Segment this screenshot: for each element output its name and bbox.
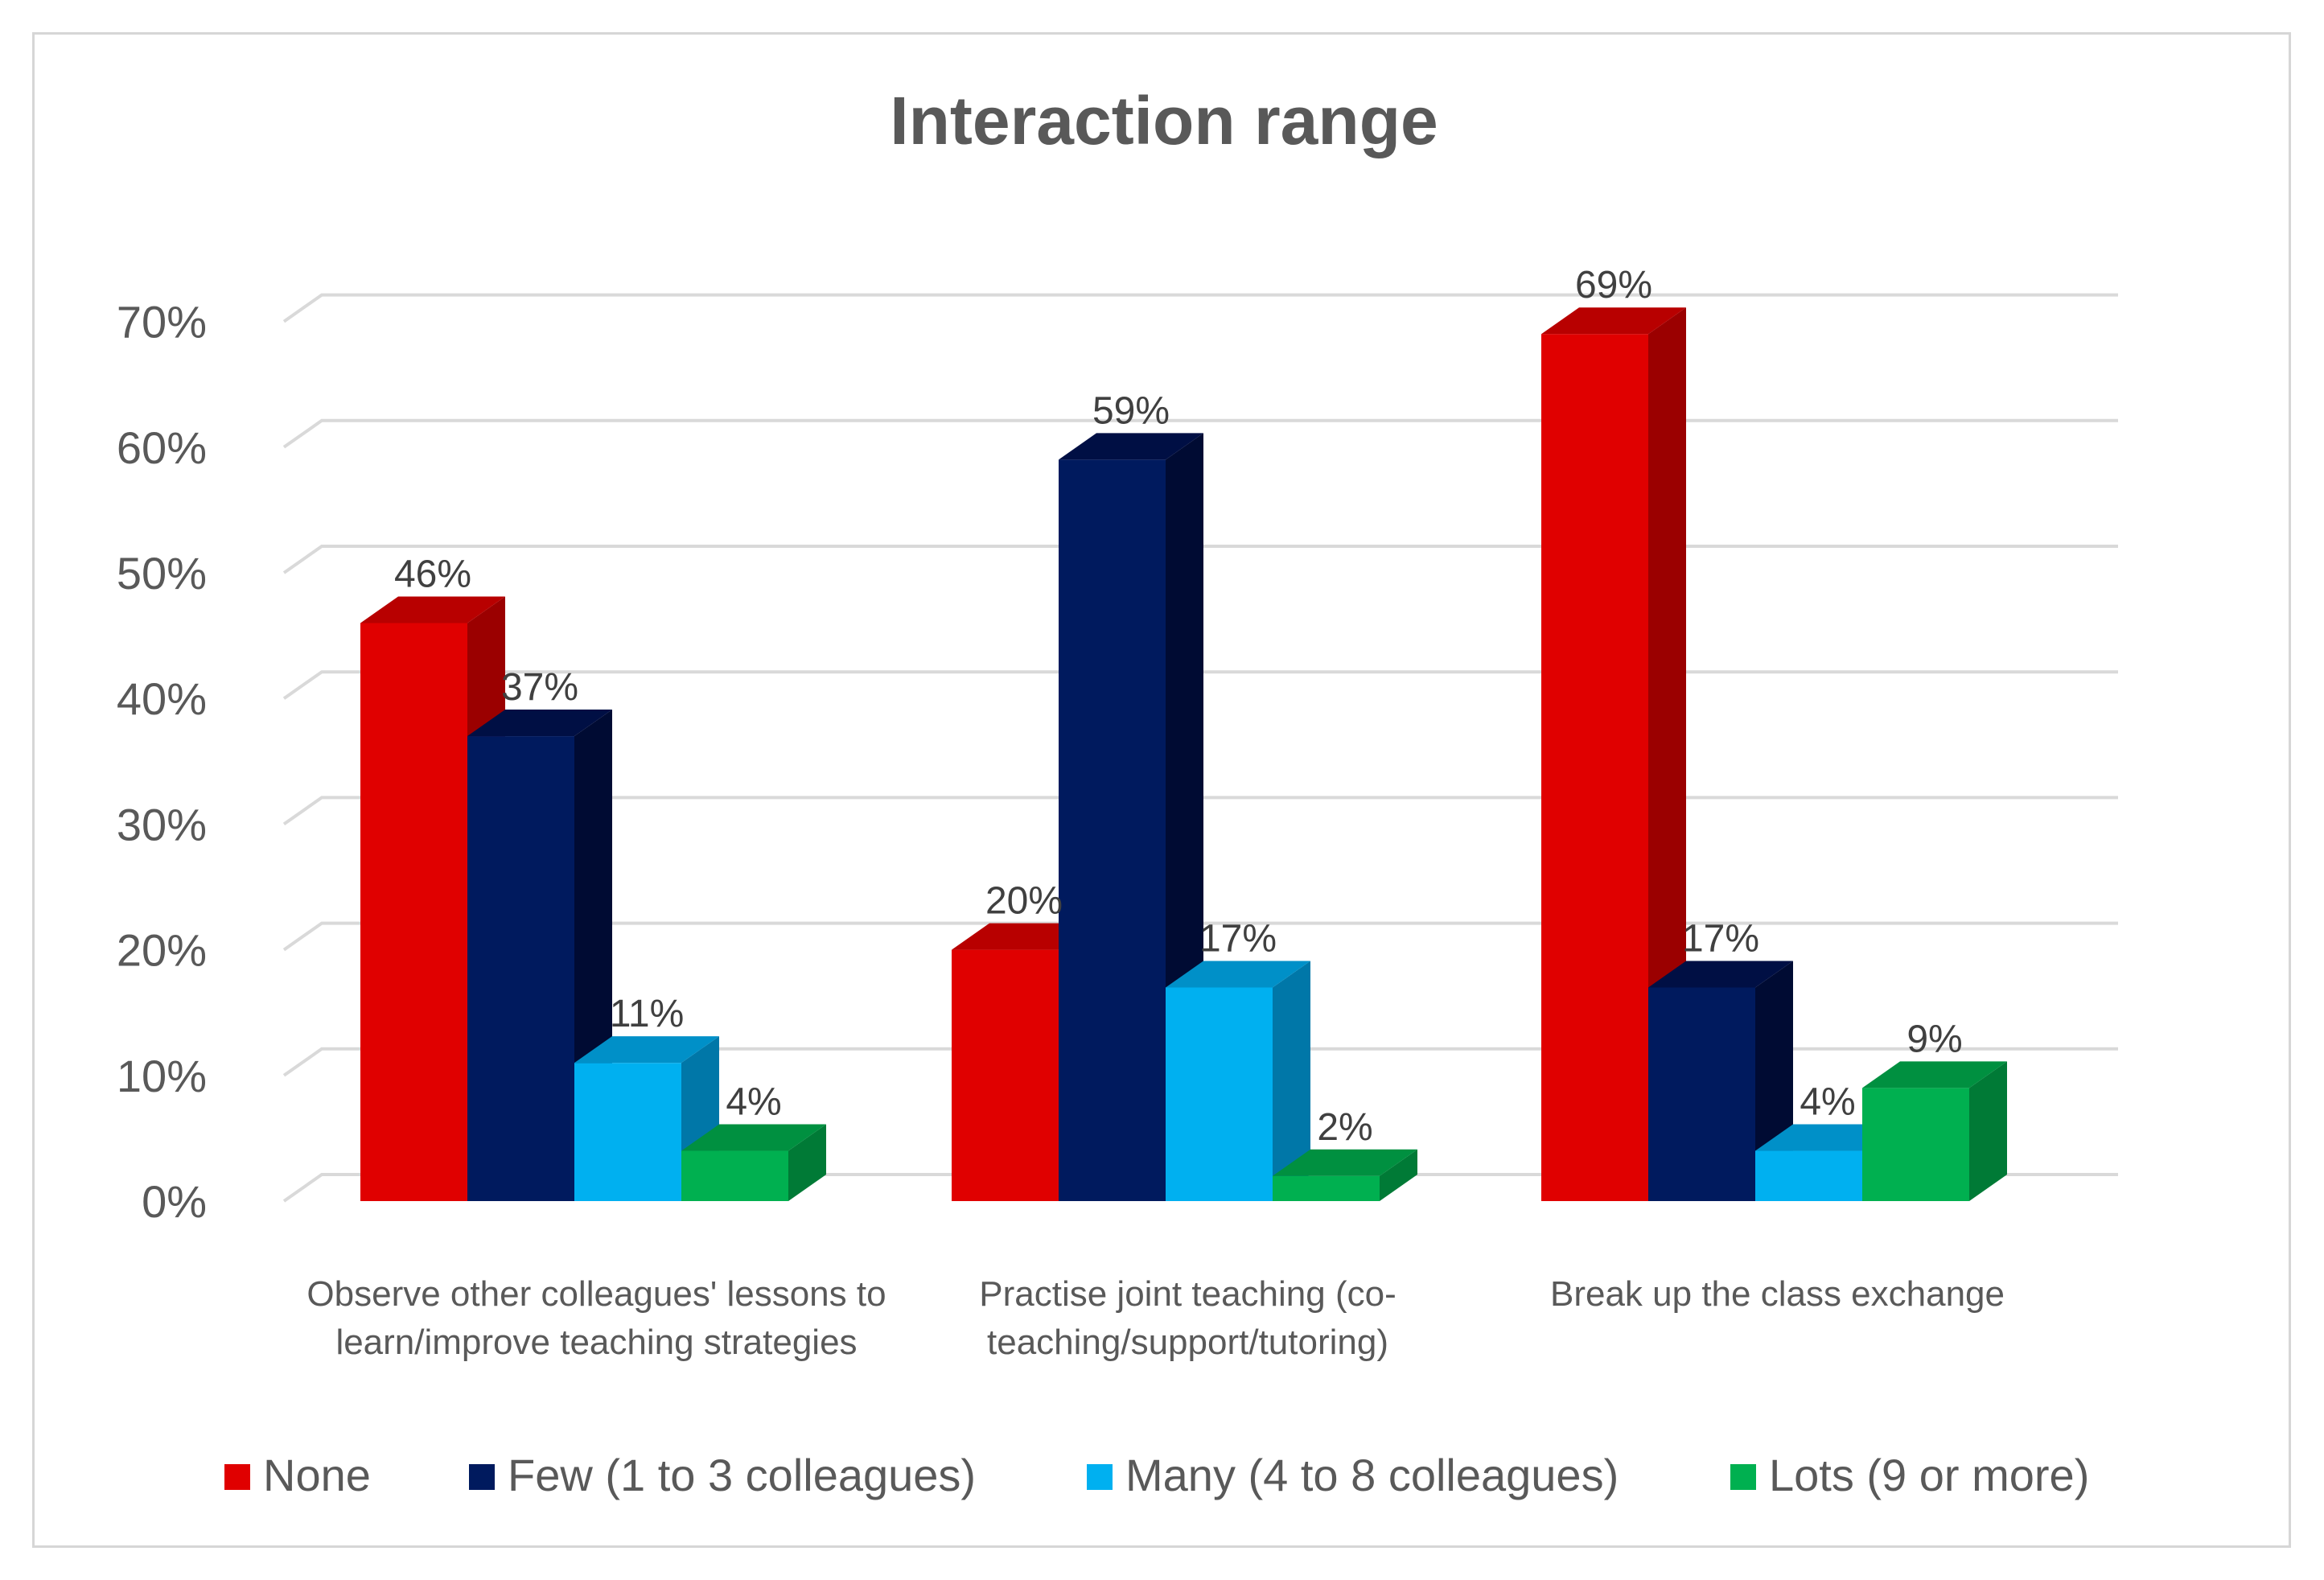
x-axis-categories: Observe other colleagues' lessons to lear… xyxy=(306,1274,2005,1362)
y-tick-label: 0% xyxy=(142,1176,207,1227)
data-label: 17% xyxy=(1682,917,1759,960)
gridline xyxy=(282,921,2118,952)
legend: None Few (1 to 3 colleagues) Many (4 to 8 … xyxy=(224,1450,2089,1500)
chart-svg: Interaction range 0% 10% 20% 30% 40% 50% 60% 70… xyxy=(117,83,2118,1500)
bar-top xyxy=(1862,1061,2007,1088)
data-label: 11% xyxy=(610,993,685,1035)
bar-side xyxy=(1273,961,1310,1201)
bar xyxy=(1541,307,1686,1202)
data-labels: 46% 37% 11% 4% 20% 59% 17% 2% 69% 17% 4% 9% xyxy=(394,264,1963,1149)
bar-front xyxy=(1755,1150,1862,1201)
y-tick-label: 10% xyxy=(117,1051,207,1101)
bar-front xyxy=(952,949,1059,1201)
bar-side xyxy=(1380,1149,1417,1201)
legend-swatch xyxy=(1730,1464,1756,1490)
legend-item: Few (1 to 3 colleagues) xyxy=(469,1450,976,1500)
legend-item: Many (4 to 8 colleagues) xyxy=(1087,1450,1619,1500)
category-label: teaching/support/tutoring) xyxy=(987,1323,1388,1362)
bar-top xyxy=(1166,961,1310,988)
y-tick-label: 70% xyxy=(117,297,207,348)
bar xyxy=(1862,1061,2007,1201)
bar-front xyxy=(1862,1088,1969,1201)
bar xyxy=(1273,1149,1417,1201)
data-label: 69% xyxy=(1575,264,1652,307)
bar-top xyxy=(1059,433,1203,460)
data-label: 2% xyxy=(1317,1106,1372,1149)
bar xyxy=(1059,433,1203,1201)
category-label: Observe other colleagues' lessons to xyxy=(306,1274,886,1314)
chart-frame: Interaction range 0% 10% 20% 30% 40% 50% 60% 70… xyxy=(32,32,2291,1548)
y-tick-label: 30% xyxy=(117,799,207,850)
data-label: 37% xyxy=(501,666,578,709)
gridline xyxy=(282,1173,2118,1203)
bar-front xyxy=(1166,987,1273,1201)
chart-title: Interaction range xyxy=(890,83,1438,158)
gridline xyxy=(282,293,2118,323)
bar-front xyxy=(360,623,467,1201)
gridlines xyxy=(282,293,2118,1203)
gridline xyxy=(282,545,2118,574)
gridline xyxy=(282,1047,2118,1077)
y-axis-ticks: 0% 10% 20% 30% 40% 50% 60% 70% xyxy=(117,297,207,1227)
bar-top xyxy=(1648,961,1793,988)
data-label: 4% xyxy=(726,1081,781,1124)
data-label: 4% xyxy=(1800,1081,1855,1124)
data-label: 46% xyxy=(394,553,471,595)
y-tick-label: 20% xyxy=(117,925,207,976)
data-label: 59% xyxy=(1092,389,1170,432)
data-label: 17% xyxy=(1199,917,1277,960)
bar xyxy=(681,1124,826,1201)
bar-front xyxy=(681,1150,788,1201)
bar-top xyxy=(574,1036,719,1064)
y-tick-label: 60% xyxy=(117,422,207,473)
legend-label: Few (1 to 3 colleagues) xyxy=(508,1450,976,1500)
bar-side xyxy=(1969,1061,2007,1201)
legend-swatch xyxy=(469,1464,495,1490)
category-label: Practise joint teaching (co- xyxy=(979,1274,1396,1314)
y-tick-label: 40% xyxy=(117,673,207,724)
legend-swatch xyxy=(224,1464,250,1490)
bar-front xyxy=(574,1063,681,1201)
bars xyxy=(360,307,2007,1202)
bar-top xyxy=(1541,307,1686,335)
bar xyxy=(1648,961,1793,1201)
bar-front xyxy=(1541,334,1648,1202)
bar-front xyxy=(1059,459,1166,1201)
y-tick-label: 50% xyxy=(117,548,207,599)
bar-top xyxy=(467,710,612,737)
gridline xyxy=(282,670,2118,700)
bar-front xyxy=(1273,1175,1380,1201)
gridline xyxy=(282,796,2118,826)
bar-top xyxy=(1273,1149,1417,1176)
legend-label: Lots (9 or more) xyxy=(1769,1450,2089,1500)
legend-item: None xyxy=(224,1450,371,1500)
category-label: learn/improve teaching strategies xyxy=(335,1323,857,1362)
legend-item: Lots (9 or more) xyxy=(1730,1450,2089,1500)
bar-top xyxy=(681,1124,826,1151)
gridline xyxy=(282,418,2118,449)
legend-swatch xyxy=(1087,1464,1113,1490)
bar-front xyxy=(467,736,574,1201)
data-label: 9% xyxy=(1907,1018,1962,1060)
bar-side xyxy=(788,1124,826,1201)
legend-label: Many (4 to 8 colleagues) xyxy=(1125,1450,1619,1500)
data-label: 20% xyxy=(985,880,1063,923)
bar-front xyxy=(1648,987,1755,1201)
bar-top xyxy=(360,596,505,623)
bar xyxy=(1166,961,1310,1201)
category-label: Break up the class exchange xyxy=(1550,1274,2005,1314)
legend-label: None xyxy=(263,1450,371,1500)
